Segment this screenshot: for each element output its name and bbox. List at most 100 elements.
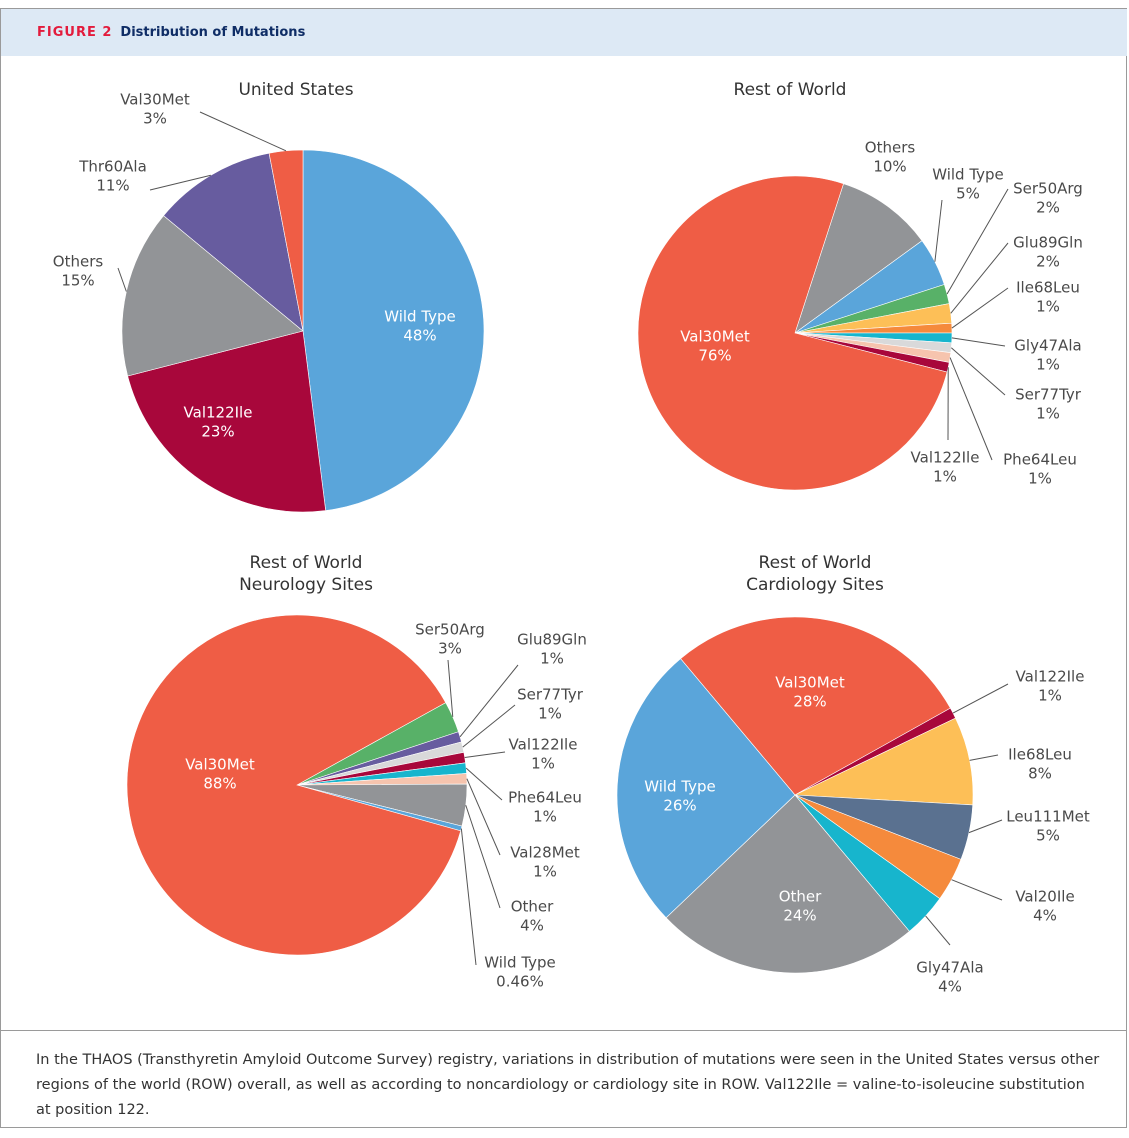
- pie-slice: [665, 794, 910, 974]
- slice-label: Val20Ile: [1015, 888, 1074, 906]
- leader-line: [149, 174, 211, 191]
- slice-label: Wild Type: [644, 778, 716, 796]
- leader-line: [925, 915, 951, 946]
- pie-slice: [127, 330, 327, 513]
- slice-label: Thr60Ala: [78, 158, 147, 176]
- pie-slice: [794, 717, 974, 806]
- figure-header: FIGURE 2 Distribution of Mutations: [1, 9, 1127, 56]
- slice-value-label: 11%: [96, 177, 129, 195]
- slice-value-label: 26%: [663, 797, 696, 815]
- leader-line: [447, 659, 454, 717]
- slice-label: Glu89Gln: [517, 631, 587, 649]
- leader-line: [462, 704, 516, 748]
- slice-value-label: 1%: [1028, 470, 1052, 488]
- slice-value-label: 24%: [783, 907, 816, 925]
- slice-label: Ser50Arg: [415, 621, 485, 639]
- slice-label: Val30Met: [120, 91, 190, 109]
- slice-value-label: 3%: [143, 110, 167, 128]
- figure-title: Distribution of Mutations: [120, 25, 306, 40]
- slice-value-label: 8%: [1028, 765, 1052, 783]
- chart-title: Neurology Sites: [239, 575, 373, 595]
- slice-label: Val122Ile: [184, 404, 253, 422]
- leader-line: [460, 828, 477, 966]
- slice-label: Phe64Leu: [508, 789, 582, 807]
- slice-value-label: 2%: [1036, 253, 1060, 271]
- slice-label: Wild Type: [484, 954, 556, 972]
- slice-value-label: 1%: [533, 808, 557, 826]
- slice-label: Glu89Gln: [1013, 234, 1083, 252]
- slice-label: Val122Ile: [911, 449, 980, 467]
- pie-slice: [637, 175, 948, 491]
- slice-value-label: 1%: [538, 705, 562, 723]
- slice-value-label: 5%: [1036, 827, 1060, 845]
- pie-slice: [126, 614, 462, 956]
- slice-label: Wild Type: [932, 166, 1004, 184]
- slice-value-label: 1%: [1036, 298, 1060, 316]
- leader-line: [950, 242, 1009, 314]
- slice-value-label: 4%: [520, 917, 544, 935]
- slice-label: Phe64Leu: [1003, 451, 1077, 469]
- leader-line: [969, 754, 999, 761]
- pie-slice: [302, 149, 485, 511]
- leader-line: [951, 879, 1003, 901]
- slice-value-label: 1%: [540, 650, 564, 668]
- slice-value-label: 1%: [1038, 687, 1062, 705]
- slice-label: Val30Met: [185, 756, 255, 774]
- slice-value-label: 4%: [1033, 907, 1057, 925]
- leader-line: [117, 267, 127, 292]
- slice-label: Ser77Tyr: [1015, 386, 1082, 404]
- slice-value-label: 28%: [793, 693, 826, 711]
- slice-label: Ser50Arg: [1013, 180, 1083, 198]
- slice-label: Val122Ile: [509, 736, 578, 754]
- slice-value-label: 3%: [438, 640, 462, 658]
- separator: [0, 1030, 1127, 1031]
- slice-label: Ser77Tyr: [517, 686, 584, 704]
- slice-label: Val30Met: [680, 328, 750, 346]
- leader-line: [466, 778, 501, 856]
- leader-line: [465, 767, 503, 801]
- slice-label: Val122Ile: [1016, 668, 1085, 686]
- leader-line: [950, 347, 1006, 396]
- pie-slice: [794, 183, 923, 334]
- slice-label: Val28Met: [510, 844, 580, 862]
- leader-line: [464, 751, 506, 759]
- slice-value-label: 1%: [533, 863, 557, 881]
- frame: [0, 8, 1127, 1128]
- chart-title: Cardiology Sites: [746, 575, 884, 595]
- slice-value-label: 23%: [201, 423, 234, 441]
- slice-value-label: 0.46%: [496, 973, 544, 991]
- pie-slice: [680, 616, 951, 796]
- slice-value-label: 88%: [203, 775, 236, 793]
- figure-label: FIGURE 2: [37, 25, 113, 40]
- pie-slice: [163, 152, 304, 332]
- leader-line: [951, 287, 1009, 329]
- slice-label: Other: [779, 888, 822, 906]
- leader-line: [949, 357, 993, 461]
- slice-label: Others: [53, 253, 104, 271]
- slice-value-label: 10%: [873, 158, 906, 176]
- slice-label: Gly47Ala: [916, 959, 983, 977]
- leader-line: [952, 683, 1009, 714]
- slice-label: Leu111Met: [1006, 808, 1090, 826]
- slice-value-label: 1%: [1036, 356, 1060, 374]
- slice-value-label: 1%: [1036, 405, 1060, 423]
- slice-label: Ile68Leu: [1008, 746, 1072, 764]
- slice-label: Wild Type: [384, 308, 456, 326]
- slice-label: Gly47Ala: [1014, 337, 1081, 355]
- leader-line: [951, 337, 1006, 347]
- leader-line: [459, 664, 519, 738]
- chart-title: Rest of World: [734, 80, 847, 100]
- chart-title: United States: [238, 80, 353, 100]
- slice-value-label: 2%: [1036, 199, 1060, 217]
- leader-line: [968, 819, 1003, 834]
- slice-value-label: 1%: [531, 755, 555, 773]
- slice-label: Other: [511, 898, 554, 916]
- pie-slice: [616, 658, 796, 919]
- slice-label: Others: [865, 139, 916, 157]
- slice-label: Val30Met: [775, 674, 845, 692]
- slice-label: Ile68Leu: [1016, 279, 1080, 297]
- caption: In the THAOS (Transthyretin Amyloid Outc…: [36, 1052, 1100, 1118]
- slice-value-label: 1%: [933, 468, 957, 486]
